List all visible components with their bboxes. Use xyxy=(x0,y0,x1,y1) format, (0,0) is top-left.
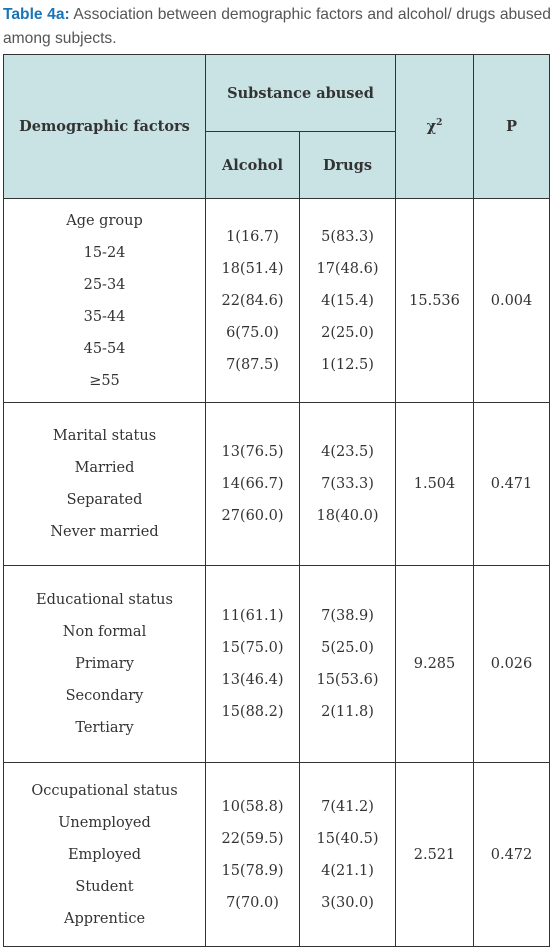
drugs-cell: 7(41.2) 15(40.5) 4(21.1) 3(30.0) xyxy=(298,762,397,947)
alcohol-value: 18(51.4) xyxy=(221,260,284,277)
drugs-value: 4(23.5) xyxy=(321,444,374,460)
drugs-value: 2(11.8) xyxy=(321,704,374,720)
alcohol-value: 14(66.7) xyxy=(221,476,284,492)
table-row: Marital status Married Separated Never marr… xyxy=(3,402,551,566)
drugs-value: 7(33.3) xyxy=(321,476,374,492)
drugs-cell: 7(38.9) 5(25.0) 15(53.6) 2(11.8) xyxy=(298,565,397,763)
drugs-value: 1(12.5) xyxy=(321,356,374,373)
group-category: 45-54 xyxy=(83,340,126,357)
caption-text: Association between demographic factors … xyxy=(3,6,551,47)
group-category: Student xyxy=(75,878,134,895)
alcohol-value: 6(75.0) xyxy=(226,324,279,341)
group-title: Educational status xyxy=(36,592,173,608)
group-title: Marital status xyxy=(52,428,157,444)
p-value: 0.472 xyxy=(473,762,551,947)
alcohol-value: 13(76.5) xyxy=(221,444,284,460)
demographic-cell: Occupational status Unemployed Employed Stu… xyxy=(3,762,206,947)
header-p-value: P xyxy=(473,54,551,199)
table-row: Age group 15-24 25-34 35-44 45-54 ≥55 1(16.7) 1… xyxy=(3,198,551,403)
alcohol-value: 22(84.6) xyxy=(221,292,284,309)
header-alcohol: Alcohol xyxy=(205,131,300,199)
alcohol-value: 15(78.9) xyxy=(221,862,284,879)
p-value: 0.026 xyxy=(473,565,551,763)
group-category: Employed xyxy=(67,846,142,863)
group-category: Non formal xyxy=(62,624,147,640)
group-category: 15-24 xyxy=(83,244,126,261)
p-value: 0.004 xyxy=(473,198,551,403)
alcohol-value: 1(16.7) xyxy=(226,228,279,245)
alcohol-cell: 13(76.5) 14(66.7) 27(60.0) xyxy=(205,402,300,566)
alcohol-value: 7(87.5) xyxy=(226,356,279,373)
drugs-value: 15(40.5) xyxy=(316,830,379,847)
alcohol-value: 22(59.5) xyxy=(221,830,284,847)
table-caption: Table 4a: Association between demographi… xyxy=(3,3,551,51)
demographic-cell: Educational status Non formal Primary Secon… xyxy=(3,565,206,763)
drugs-value: 3(30.0) xyxy=(321,894,374,911)
alcohol-value: 27(60.0) xyxy=(221,508,284,524)
drugs-value: 15(53.6) xyxy=(316,672,379,688)
drugs-value: 2(25.0) xyxy=(321,324,374,341)
drugs-cell: 4(23.5) 7(33.3) 18(40.0) xyxy=(298,402,397,566)
alcohol-value: 15(75.0) xyxy=(221,640,284,656)
chi-square-value: 1.504 xyxy=(395,402,475,566)
group-category: ≥55 xyxy=(89,372,120,389)
table-row: Educational status Non formal Primary Secon… xyxy=(3,565,551,763)
group-category: Married xyxy=(74,460,135,476)
alcohol-value: 11(61.1) xyxy=(221,608,284,624)
drugs-value: 18(40.0) xyxy=(316,508,379,524)
drugs-value: 5(25.0) xyxy=(321,640,374,656)
drugs-value: 5(83.3) xyxy=(321,228,374,245)
group-category: Separated xyxy=(66,492,143,508)
drugs-cell: 5(83.3) 17(48.6) 4(15.4) 2(25.0) 1(12.5) xyxy=(298,198,397,403)
header-chi-square: χ2 xyxy=(395,54,475,199)
table-body: Age group 15-24 25-34 35-44 45-54 ≥55 1(16.7) 1… xyxy=(3,198,551,947)
association-table: Demographic factors Substance abused χ2 … xyxy=(3,54,551,947)
demographic-cell: Marital status Married Separated Never marr… xyxy=(3,402,206,566)
group-category: Primary xyxy=(75,656,134,672)
drugs-value: 7(38.9) xyxy=(321,608,374,624)
caption-label: Table 4a: xyxy=(3,6,70,23)
chi-symbol: χ xyxy=(426,118,437,135)
p-value: 0.471 xyxy=(473,402,551,566)
drugs-value: 17(48.6) xyxy=(316,260,379,277)
drugs-value: 4(21.1) xyxy=(321,862,374,879)
alcohol-value: 10(58.8) xyxy=(221,798,284,815)
chi-square-value: 2.521 xyxy=(395,762,475,947)
demographic-cell: Age group 15-24 25-34 35-44 45-54 ≥55 xyxy=(3,198,206,403)
alcohol-value: 15(88.2) xyxy=(221,704,284,720)
header-drugs: Drugs xyxy=(298,131,397,199)
chi-square-value: 9.285 xyxy=(395,565,475,763)
alcohol-cell: 11(61.1) 15(75.0) 13(46.4) 15(88.2) xyxy=(205,565,300,763)
group-category: Apprentice xyxy=(63,910,146,927)
header-substance-abused: Substance abused xyxy=(204,54,397,132)
alcohol-value: 7(70.0) xyxy=(226,894,279,911)
alcohol-value: 13(46.4) xyxy=(221,672,284,688)
table-row: Occupational status Unemployed Employed Stu… xyxy=(3,762,551,947)
group-category: Unemployed xyxy=(58,814,151,831)
group-category: Secondary xyxy=(65,688,144,704)
group-title: Age group xyxy=(66,212,143,229)
header-demographic-factors: Demographic factors xyxy=(3,54,206,199)
alcohol-cell: 10(58.8) 22(59.5) 15(78.9) 7(70.0) xyxy=(205,762,300,947)
alcohol-cell: 1(16.7) 18(51.4) 22(84.6) 6(75.0) 7(87.5) xyxy=(205,198,300,403)
group-title: Occupational status xyxy=(31,782,178,799)
group-category: Tertiary xyxy=(75,720,134,736)
drugs-value: 4(15.4) xyxy=(321,292,374,309)
drugs-value: 7(41.2) xyxy=(321,798,374,815)
chi-superscript: 2 xyxy=(436,118,443,129)
group-category: 35-44 xyxy=(83,308,126,325)
group-category: 25-34 xyxy=(83,276,126,293)
group-category: Never married xyxy=(50,524,159,540)
chi-square-value: 15.536 xyxy=(395,198,475,403)
